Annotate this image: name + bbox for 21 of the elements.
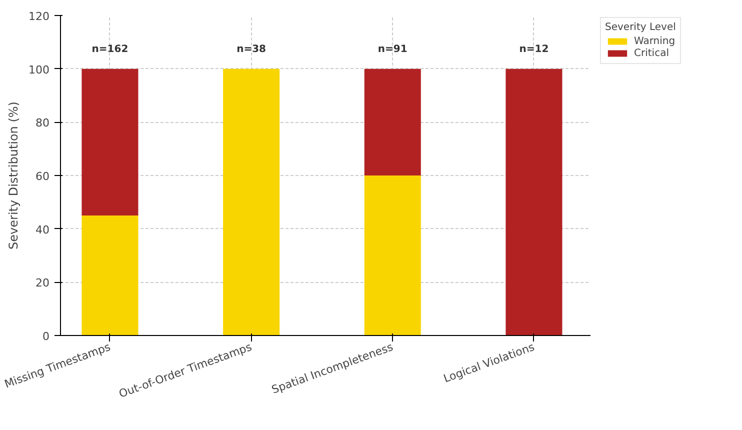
y-tick-label: 60 <box>36 170 50 183</box>
annotation: n=38 <box>236 44 266 55</box>
y-tick-label: 100 <box>28 63 50 76</box>
annotation: n=91 <box>378 44 408 55</box>
y-tick-label: 20 <box>36 276 50 290</box>
bar <box>506 68 562 336</box>
y-axis-title: Severity Distribution (%) <box>6 102 21 250</box>
legend-title: Severity Level <box>605 22 676 33</box>
annotation: n=12 <box>519 44 549 55</box>
bar <box>82 216 138 336</box>
bar <box>223 68 280 336</box>
bar <box>364 68 421 176</box>
annotation: n=162 <box>92 44 128 55</box>
y-tick-label: 40 <box>36 223 50 236</box>
legend-label: Critical <box>634 47 669 59</box>
bar <box>364 176 421 336</box>
bar <box>82 68 138 216</box>
legend-label: Warning <box>634 35 676 47</box>
y-tick-label: 120 <box>28 10 50 23</box>
y-tick-label: 80 <box>36 116 50 130</box>
y-tick-label: 0 <box>42 330 50 343</box>
